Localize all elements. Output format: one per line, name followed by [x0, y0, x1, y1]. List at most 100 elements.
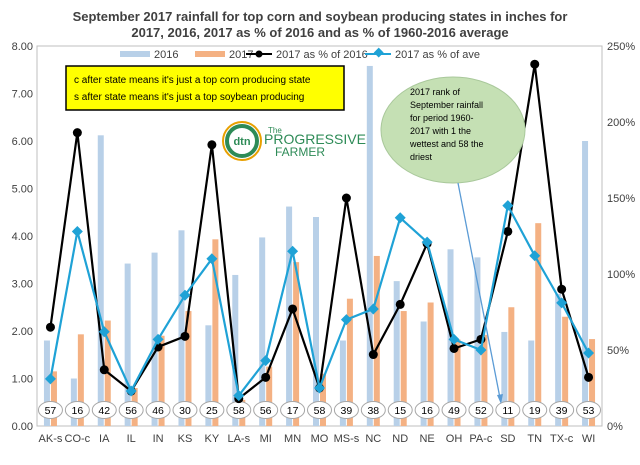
rank-badge — [495, 401, 521, 419]
rank-badge — [172, 401, 198, 419]
point-2017 as % of ave — [529, 250, 541, 262]
rank-label: 16 — [421, 405, 433, 417]
point-2017 as % of 2016 — [503, 226, 513, 236]
bar-2016 — [528, 340, 535, 426]
left-tick-label: 3.00 — [12, 279, 33, 291]
bar-2016 — [43, 340, 50, 426]
point-2017 as % of 2016 — [368, 350, 378, 360]
right-tick-label: 50% — [607, 345, 629, 357]
rank-label: 58 — [314, 405, 326, 417]
rank-badge — [37, 401, 63, 419]
rank-label: 42 — [98, 405, 110, 417]
rank-badge — [64, 401, 90, 419]
lines — [44, 59, 595, 404]
point-2017 as % of ave — [583, 347, 595, 359]
right-tick-label: 0% — [607, 421, 623, 433]
rank-label: 53 — [583, 405, 595, 417]
rank-badge — [91, 401, 117, 419]
bar-2016 — [178, 230, 185, 426]
rank-label: 17 — [287, 405, 299, 417]
rank-badge — [522, 401, 548, 419]
point-2017 as % of 2016 — [530, 59, 540, 69]
rank-badge — [199, 401, 225, 419]
bar-2017 — [400, 311, 407, 426]
x-tick-label: IL — [127, 433, 136, 445]
rank-badge — [145, 401, 171, 419]
point-2017 as % of 2016 — [449, 343, 459, 353]
x-tick-label: SD — [500, 433, 515, 445]
point-2017 as % of ave — [475, 344, 487, 356]
x-tick-label: NE — [419, 433, 434, 445]
left-tick-label: 1.00 — [12, 374, 33, 386]
point-2017 as % of 2016 — [557, 284, 567, 294]
point-2017 as % of ave — [314, 382, 325, 394]
logo-text-farmer: FARMER — [275, 145, 325, 159]
rank-badge — [549, 401, 575, 419]
point-2017 as % of ave — [125, 385, 137, 397]
left-tick-label: 2.00 — [12, 326, 33, 338]
bar-2017 — [427, 302, 434, 426]
point-2017 as % of ave — [340, 314, 352, 326]
rank-label: 15 — [394, 405, 406, 417]
x-tick-label: MS-s — [334, 433, 360, 445]
point-2017 as % of ave — [556, 297, 568, 309]
legend-marker-pct2016 — [255, 50, 263, 58]
point-2017 as % of ave — [502, 200, 514, 212]
right-tick-label: 150% — [607, 193, 635, 205]
left-tick-label: 6.00 — [12, 136, 33, 148]
bar-2017 — [535, 223, 542, 426]
legend-marker-pctave — [373, 47, 384, 58]
legend-swatch-2017 — [195, 51, 225, 57]
legend-swatch-2016 — [120, 51, 150, 57]
x-tick-label: LA-s — [227, 433, 250, 445]
bar-2016 — [232, 274, 239, 426]
right-tick-label: 250% — [607, 41, 635, 53]
rank-badge — [441, 401, 467, 419]
x-tick-label: OH — [446, 433, 463, 445]
bar-2017 — [266, 366, 273, 426]
bar-2016 — [313, 217, 319, 426]
annotation-line-5: wettest and 58 the — [409, 139, 484, 149]
point-2017 as % of ave — [98, 326, 110, 338]
point-2017 as % of ave — [260, 355, 272, 367]
rank-badge — [576, 401, 602, 419]
bar-2017 — [346, 298, 353, 426]
annotation-arrow-line — [457, 182, 501, 399]
rank-badge — [280, 401, 306, 419]
bar-2017 — [589, 339, 596, 426]
bar-2017 — [77, 334, 84, 426]
x-tick-label: NC — [365, 433, 381, 445]
rank-label: 11 — [502, 405, 513, 417]
right-axis: 0% 50% 100% 150% 200% 250% — [607, 41, 635, 433]
rank-label: 39 — [341, 405, 353, 417]
point-2017 as % of 2016 — [180, 331, 190, 341]
rank-label: 46 — [152, 405, 164, 417]
logo-text-the: The — [268, 126, 282, 135]
rank-annotation-bubble — [380, 76, 526, 184]
note-box-bg — [65, 65, 345, 111]
note-line2: s after state means it's just a top soyb… — [74, 92, 304, 103]
x-tick-label: WI — [582, 433, 595, 445]
rank-label: 57 — [45, 405, 57, 417]
point-2017 as % of 2016 — [207, 140, 217, 150]
point-2017 as % of ave — [394, 212, 406, 224]
bar-2016 — [420, 321, 427, 426]
rank-label: 30 — [179, 405, 191, 417]
annotation-line-1: 2017 rank of — [410, 87, 461, 97]
bar-2017 — [454, 339, 461, 426]
point-2017 as % of 2016 — [584, 372, 594, 382]
bar-2017 — [212, 239, 219, 426]
x-tick-label: AK-s — [39, 433, 63, 445]
bar-2016 — [393, 281, 400, 426]
rank-label: 56 — [125, 405, 137, 417]
x-tick-label: MN — [284, 433, 301, 445]
point-2017 as % of 2016 — [395, 299, 405, 309]
rank-label: 19 — [529, 405, 541, 417]
point-2017 as % of ave — [44, 373, 56, 385]
note-box: c after state means it's just a top corn… — [65, 65, 345, 111]
x-tick-label: TX-c — [550, 433, 574, 445]
annotation-line-2: September rainfall — [410, 100, 483, 110]
rank-badge — [468, 401, 494, 419]
rank-badge — [253, 401, 279, 419]
